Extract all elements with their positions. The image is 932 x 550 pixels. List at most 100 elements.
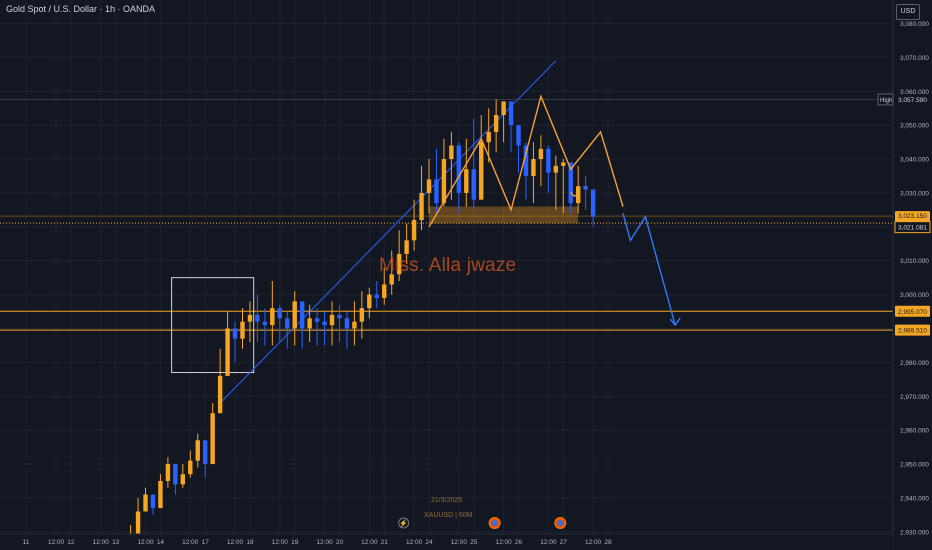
high-tag-label: High [880,98,892,104]
y-tick-label: 2,960.000 [900,428,929,435]
candle-body [322,321,327,326]
high-tag-box [877,93,894,106]
candle-body [195,440,200,461]
candle-body [382,284,387,298]
candle-body [247,314,253,322]
candle-body [434,179,439,204]
dotted-level-border [894,221,931,234]
candle-body [419,192,424,221]
candle-body [225,328,230,376]
watermark-symbol: XAUUSD | 60M [424,512,473,519]
lightning-symbol: ⚡ [399,519,408,528]
projection-arrowhead [669,317,681,327]
x-tick-label: 12:00 [585,539,602,546]
watermark-date: 21/3/2025 [431,497,463,504]
y-tick-label: 3,080.000 [900,21,929,28]
x-tick-label: 12:00 [495,539,512,546]
x-tick-label: 12 [67,539,75,546]
candle-body [292,301,297,329]
candle-body [486,131,491,143]
y-tick-label: 2,980.000 [900,360,929,367]
candle-body [508,101,514,126]
x-tick-label: 12:00 [93,539,110,546]
candle-body [523,145,529,176]
candle-body [546,148,551,173]
x-tick-label: 12:00 [137,539,154,546]
x-tick-label: 12:00 [316,539,333,546]
candle-body [352,321,357,329]
x-tick-label: 14 [157,539,165,546]
x-tick-label: 12:00 [540,539,557,546]
candle-body [456,145,462,193]
resistance-zone [429,206,579,224]
candle-body [389,274,394,285]
candle-body [568,162,573,204]
x-tick-label: 25 [470,539,478,546]
candle-body [411,220,417,241]
candle-body [314,318,320,322]
candle-body [210,413,215,465]
x-tick-label: 12:00 [48,539,65,546]
x-tick-label: 27 [560,539,568,546]
candle-body [217,375,223,414]
x-tick-label: 12:00 [406,539,423,546]
high-price-label-bg [895,93,930,105]
candle-body [337,314,342,319]
time-axis[interactable] [0,534,893,550]
x-tick-label: 20 [336,539,344,546]
pattern-arrow [570,191,579,198]
candle-body [270,308,275,326]
candle-body [203,440,208,465]
candle-body [538,148,544,160]
y-tick-label: 3,000.000 [900,292,929,299]
dotted-level-label-bg [895,221,930,233]
candle-body [307,318,312,329]
x-tick-label: 17 [202,539,210,546]
candle-body [493,114,499,132]
candle-body [150,494,156,509]
y-tick-label: 3,050.000 [900,123,929,130]
x-tick-label: 28 [604,539,612,546]
x-tick-label: 13 [112,539,120,546]
candle-body [277,308,282,319]
y-tick-label: 2,940.000 [900,495,929,502]
candle-body [464,169,469,193]
candle-body [374,294,379,298]
author-watermark: Miss. Alla jwaze [379,255,517,276]
x-tick-label: 12:00 [361,539,378,546]
candle-body [367,294,372,309]
candle-body [479,142,484,200]
candle-body [285,318,290,329]
y-tick-label: 2,970.000 [900,394,929,401]
x-tick-label: 12:00 [451,539,468,546]
candle-body [165,464,171,481]
candle-body [262,321,268,326]
y-tick-label: 3,060.000 [900,89,929,96]
y-tick-label: 3,040.000 [900,157,929,164]
consolidation-box [171,277,255,374]
y-tick-label: 3,070.000 [900,55,929,62]
candle-body [232,328,238,339]
candle-body [299,301,305,329]
candle-body [173,464,178,485]
candle-body [471,169,476,200]
projection-path [622,213,676,326]
candle-body [329,314,335,326]
high-price-label: 3,057.590 [898,97,927,104]
currency-button[interactable]: USD [896,4,920,20]
price-axis[interactable] [893,0,932,550]
candle-body [158,480,163,509]
dotted-level-label: 3,021.081 [898,225,927,232]
candle-body [135,511,141,536]
trend-line [219,60,557,404]
x-tick-label: 21 [381,539,389,546]
candle-body [553,165,559,173]
candle-body [561,162,566,166]
lightning-event-icon[interactable] [398,517,410,529]
candle-body [590,189,596,217]
y-tick-label: 2,930.000 [900,529,929,536]
level-label-2995-bg [895,305,930,317]
candle-body [404,240,409,254]
level-label-2995: 2,995.070 [898,309,927,316]
